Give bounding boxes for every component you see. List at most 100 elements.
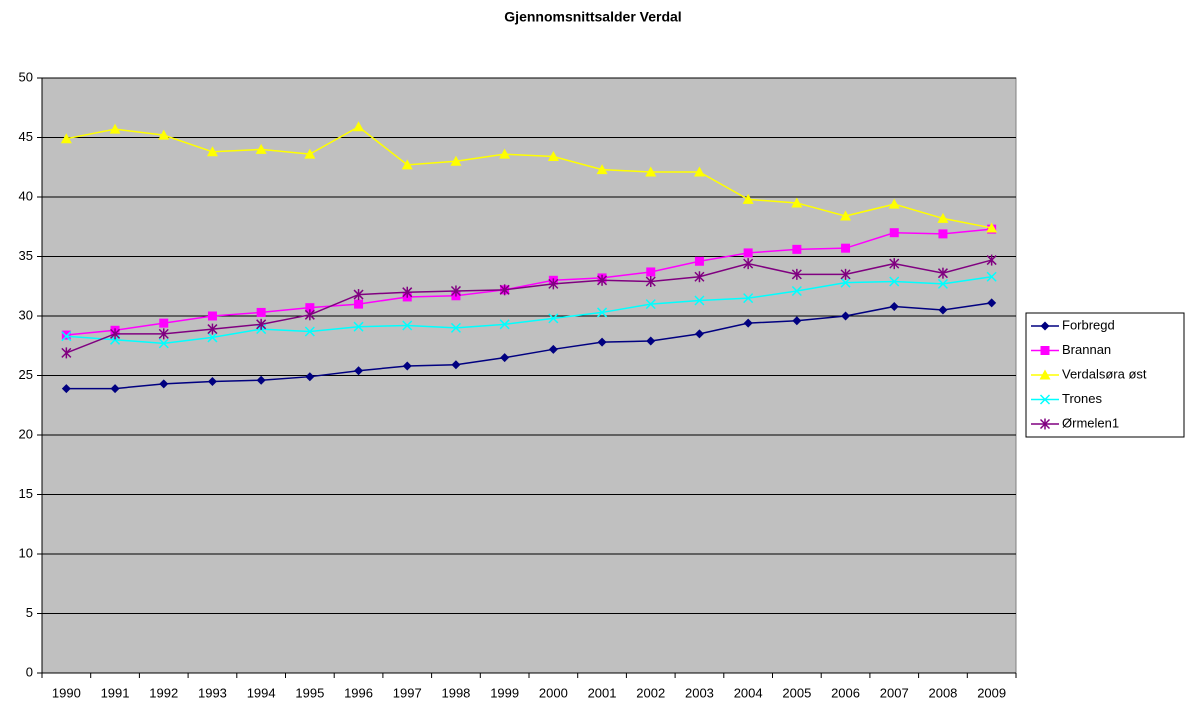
- y-tick-label: 50: [19, 69, 33, 84]
- marker-shape: [937, 212, 949, 223]
- chart-title: Gjennomsnittsalder Verdal: [504, 9, 681, 25]
- y-tick-label: 25: [19, 367, 33, 382]
- marker: [304, 326, 315, 337]
- x-tick-label: 2007: [880, 685, 909, 700]
- marker: [110, 384, 120, 394]
- marker-shape: [207, 376, 217, 386]
- x-tick-label: 2008: [928, 685, 957, 700]
- marker-shape: [889, 276, 900, 287]
- marker: [305, 372, 315, 382]
- marker: [450, 155, 462, 166]
- marker-shape: [645, 166, 657, 177]
- marker-shape: [889, 301, 899, 311]
- marker-shape: [888, 198, 900, 209]
- marker-shape: [61, 384, 71, 394]
- marker: [61, 330, 71, 340]
- marker: [158, 338, 169, 349]
- x-tick-label: 2000: [539, 685, 568, 700]
- y-tick-label: 15: [19, 486, 33, 501]
- marker: [938, 305, 948, 315]
- marker-shape: [256, 307, 266, 317]
- marker: [207, 323, 218, 335]
- marker: [937, 278, 948, 289]
- marker-shape: [938, 305, 948, 315]
- marker-shape: [937, 278, 948, 289]
- marker-shape: [353, 321, 364, 332]
- marker: [841, 311, 851, 321]
- marker: [451, 360, 461, 370]
- marker: [596, 164, 608, 175]
- marker-shape: [256, 375, 266, 385]
- marker-shape: [694, 329, 704, 339]
- x-tick-label: 1994: [247, 685, 276, 700]
- marker: [61, 347, 72, 359]
- marker: [499, 284, 510, 296]
- marker: [840, 268, 851, 280]
- marker: [207, 311, 217, 321]
- marker-shape: [986, 222, 998, 233]
- marker-shape: [159, 379, 169, 389]
- marker-shape: [597, 337, 607, 347]
- x-tick-label: 1996: [344, 685, 373, 700]
- marker: [110, 328, 121, 340]
- marker-shape: [646, 336, 656, 346]
- marker: [694, 271, 705, 283]
- marker-shape: [1039, 369, 1051, 380]
- marker: [597, 274, 608, 286]
- marker-shape: [646, 267, 656, 277]
- series-line: [66, 259, 992, 354]
- y-tick-label: 30: [19, 307, 33, 322]
- marker-shape: [693, 166, 705, 177]
- marker: [61, 331, 72, 342]
- marker-shape: [743, 248, 753, 258]
- marker: [548, 344, 558, 354]
- marker: [354, 366, 364, 376]
- marker: [986, 271, 997, 282]
- marker-shape: [402, 361, 412, 371]
- legend-label: Verdalsøra øst: [1062, 366, 1147, 381]
- marker: [60, 133, 72, 144]
- marker: [499, 148, 511, 159]
- marker: [597, 337, 607, 347]
- marker: [158, 328, 169, 340]
- marker: [500, 353, 510, 363]
- x-tick-label: 2002: [636, 685, 665, 700]
- marker-shape: [938, 229, 948, 239]
- marker-shape: [1039, 394, 1051, 405]
- y-tick-label: 10: [19, 545, 33, 560]
- marker-shape: [61, 330, 71, 340]
- marker-shape: [500, 353, 510, 363]
- series-line: [66, 275, 992, 345]
- marker-shape: [840, 277, 851, 288]
- marker-shape: [645, 299, 656, 310]
- marker-shape: [1040, 346, 1050, 355]
- marker-shape: [547, 151, 559, 162]
- marker-shape: [353, 121, 365, 132]
- marker-shape: [596, 164, 608, 175]
- x-tick-label: 2004: [734, 685, 763, 700]
- marker: [792, 316, 802, 326]
- x-tick-label: 1990: [52, 685, 81, 700]
- marker: [694, 329, 704, 339]
- marker: [158, 129, 170, 140]
- marker: [888, 198, 900, 209]
- marker: [645, 166, 657, 177]
- x-tick-label: 1998: [441, 685, 470, 700]
- marker-shape: [255, 143, 267, 154]
- marker: [402, 361, 412, 371]
- y-tick-label: 40: [19, 188, 33, 203]
- marker: [353, 121, 365, 132]
- marker: [548, 313, 559, 324]
- marker: [889, 228, 899, 238]
- marker: [791, 197, 803, 208]
- legend-label: Trones: [1062, 391, 1102, 406]
- x-tick-label: 1993: [198, 685, 227, 700]
- marker-shape: [792, 244, 802, 254]
- marker-shape: [986, 271, 997, 282]
- marker: [401, 159, 413, 170]
- marker-shape: [743, 293, 754, 304]
- marker: [207, 376, 217, 386]
- marker: [256, 307, 266, 317]
- marker-shape: [110, 384, 120, 394]
- marker: [694, 256, 704, 266]
